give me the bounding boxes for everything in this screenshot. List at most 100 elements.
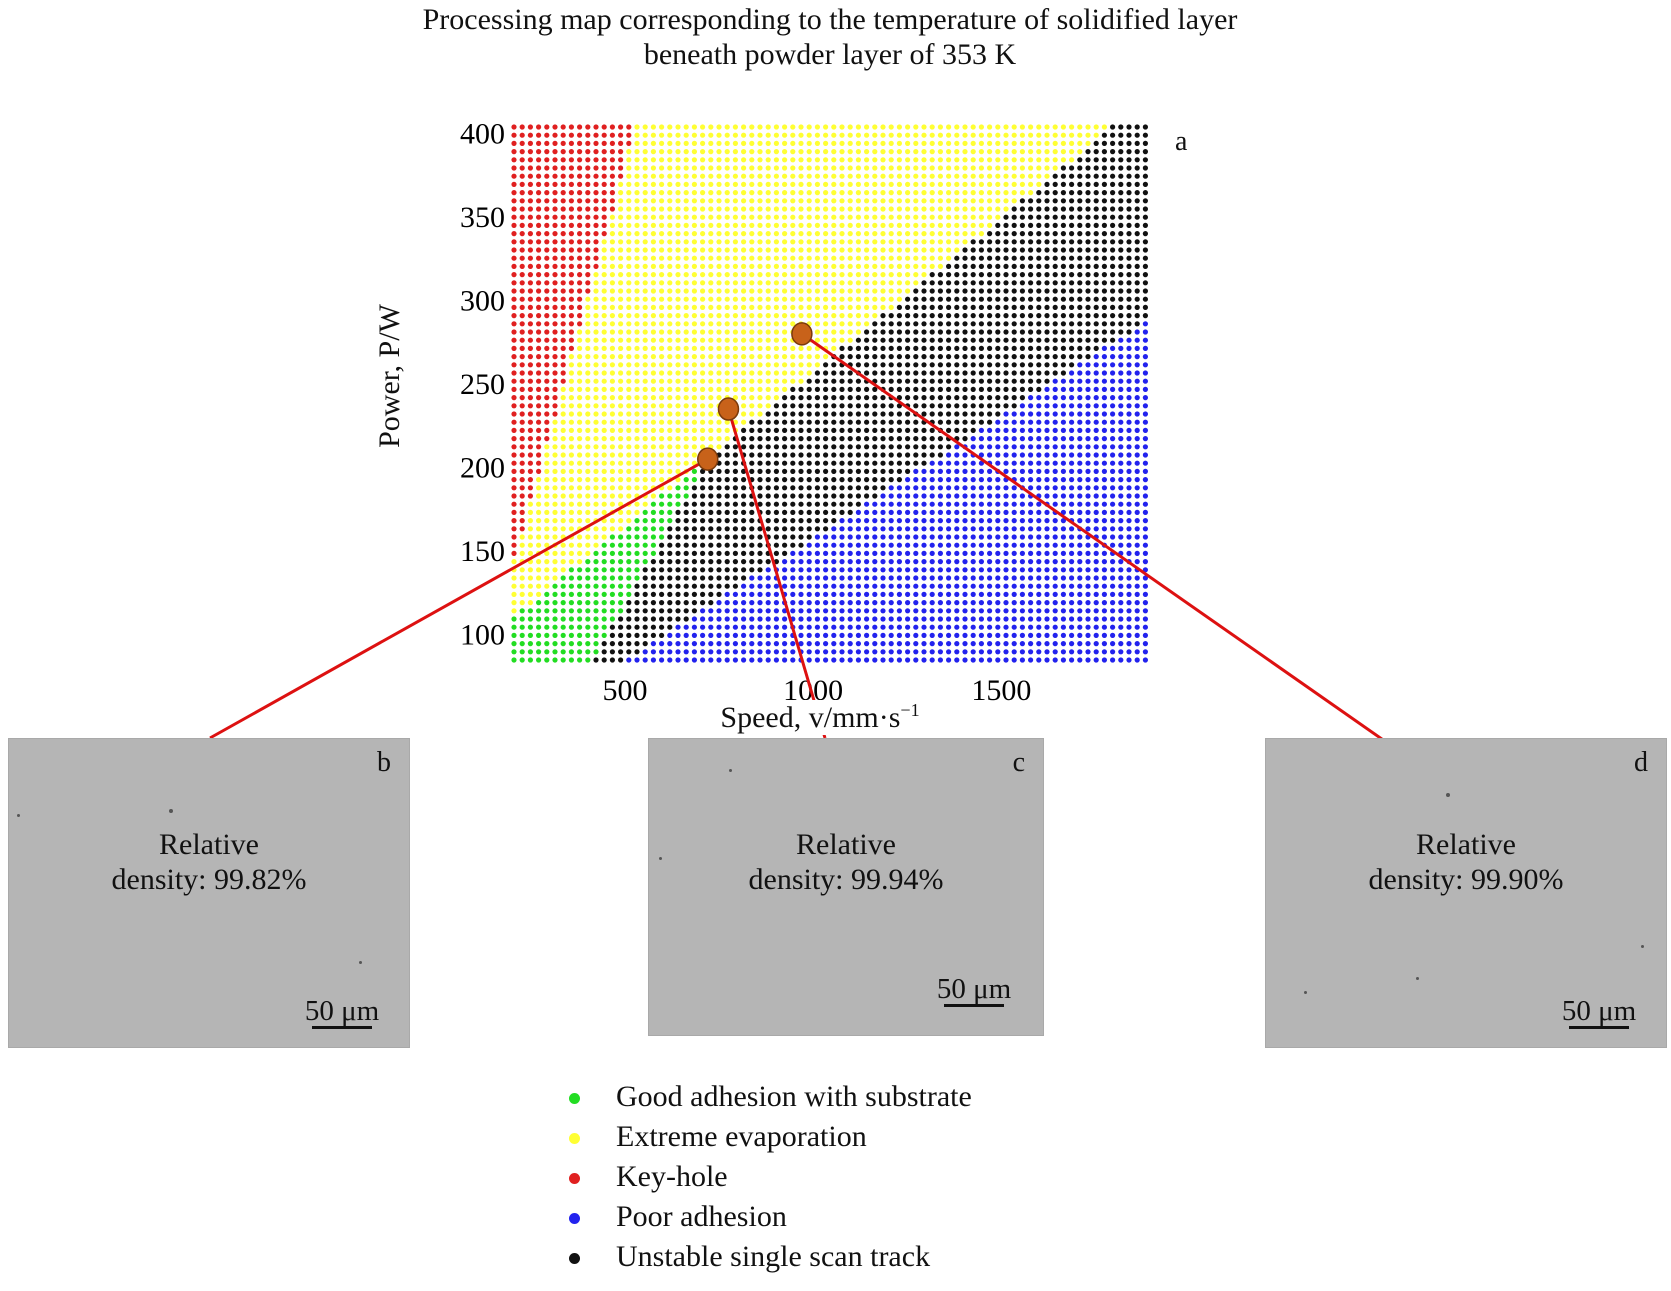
map-point xyxy=(741,526,747,532)
map-point xyxy=(1093,304,1099,310)
map-point xyxy=(634,321,640,327)
map-point xyxy=(1028,468,1034,474)
map-point xyxy=(888,419,894,425)
map-point xyxy=(675,395,681,401)
map-point xyxy=(888,501,894,507)
map-point xyxy=(790,575,796,581)
map-point xyxy=(987,436,993,442)
map-point xyxy=(519,542,525,548)
map-point xyxy=(872,608,878,614)
map-point xyxy=(1077,165,1083,171)
map-point xyxy=(888,542,894,548)
map-point xyxy=(1110,395,1116,401)
map-point xyxy=(888,272,894,278)
map-point xyxy=(732,395,739,401)
map-point xyxy=(995,247,1001,253)
map-point xyxy=(872,559,878,565)
map-point xyxy=(872,190,878,196)
map-point xyxy=(618,345,624,351)
map-point xyxy=(798,288,804,294)
map-point xyxy=(1069,247,1075,253)
map-point xyxy=(823,559,829,565)
map-point xyxy=(1118,460,1124,466)
map-point xyxy=(1118,493,1124,499)
map-point xyxy=(1085,436,1091,442)
map-point xyxy=(1003,263,1009,269)
map-point xyxy=(511,411,517,417)
map-point xyxy=(544,591,550,598)
map-point xyxy=(626,444,632,450)
map-point xyxy=(700,591,706,598)
map-point xyxy=(1085,542,1091,548)
map-point xyxy=(1028,386,1034,392)
map-point xyxy=(814,485,821,491)
map-point xyxy=(946,485,952,491)
map-point xyxy=(1110,124,1116,130)
map-point xyxy=(896,427,903,433)
map-point xyxy=(790,485,796,491)
map-point xyxy=(905,222,911,228)
map-point xyxy=(1011,280,1017,286)
map-point xyxy=(913,362,919,368)
map-point xyxy=(1036,272,1042,278)
map-point xyxy=(732,124,739,130)
map-point xyxy=(970,427,976,433)
map-point xyxy=(749,354,755,360)
map-point xyxy=(634,165,640,171)
map-point xyxy=(544,567,550,573)
map-point xyxy=(864,296,870,302)
map-point xyxy=(782,632,788,639)
map-point xyxy=(1052,550,1058,557)
map-point xyxy=(806,649,812,655)
map-point xyxy=(683,149,689,155)
map-point xyxy=(527,206,534,212)
map-point xyxy=(527,477,534,483)
map-point xyxy=(954,231,960,237)
map-point xyxy=(946,321,952,327)
map-point xyxy=(716,534,722,540)
map-point xyxy=(691,518,698,524)
map-point xyxy=(978,444,985,450)
map-point xyxy=(1036,632,1042,639)
map-point xyxy=(790,501,796,507)
map-point xyxy=(896,378,903,384)
map-point xyxy=(577,263,583,269)
map-point xyxy=(921,632,927,639)
map-point xyxy=(946,509,952,515)
map-point xyxy=(1011,468,1017,474)
map-point xyxy=(552,444,558,450)
map-point xyxy=(757,567,763,573)
map-point xyxy=(855,337,862,343)
map-point xyxy=(749,583,755,589)
map-point xyxy=(1093,222,1099,228)
map-point xyxy=(1011,534,1017,540)
map-point xyxy=(626,337,632,343)
map-point xyxy=(1044,526,1050,532)
map-point xyxy=(700,222,706,228)
map-point xyxy=(700,313,706,319)
map-point xyxy=(552,386,558,392)
map-point xyxy=(831,460,837,466)
map-point xyxy=(560,575,566,581)
map-point xyxy=(1044,477,1050,483)
map-point xyxy=(831,542,837,548)
map-point xyxy=(708,247,714,253)
map-point xyxy=(888,263,894,269)
map-point xyxy=(790,641,796,647)
map-point xyxy=(921,641,927,647)
map-point xyxy=(978,173,985,179)
map-point xyxy=(765,526,771,532)
map-point xyxy=(1069,608,1075,614)
map-point xyxy=(716,296,722,302)
map-point xyxy=(1052,354,1058,360)
map-point xyxy=(724,272,730,278)
map-point xyxy=(962,296,968,302)
map-point xyxy=(782,468,788,474)
map-point xyxy=(519,132,525,138)
map-point xyxy=(814,337,821,343)
map-point xyxy=(962,239,968,245)
map-point xyxy=(806,600,812,606)
map-point xyxy=(634,518,640,524)
map-point xyxy=(872,132,878,138)
map-point xyxy=(1036,321,1042,327)
